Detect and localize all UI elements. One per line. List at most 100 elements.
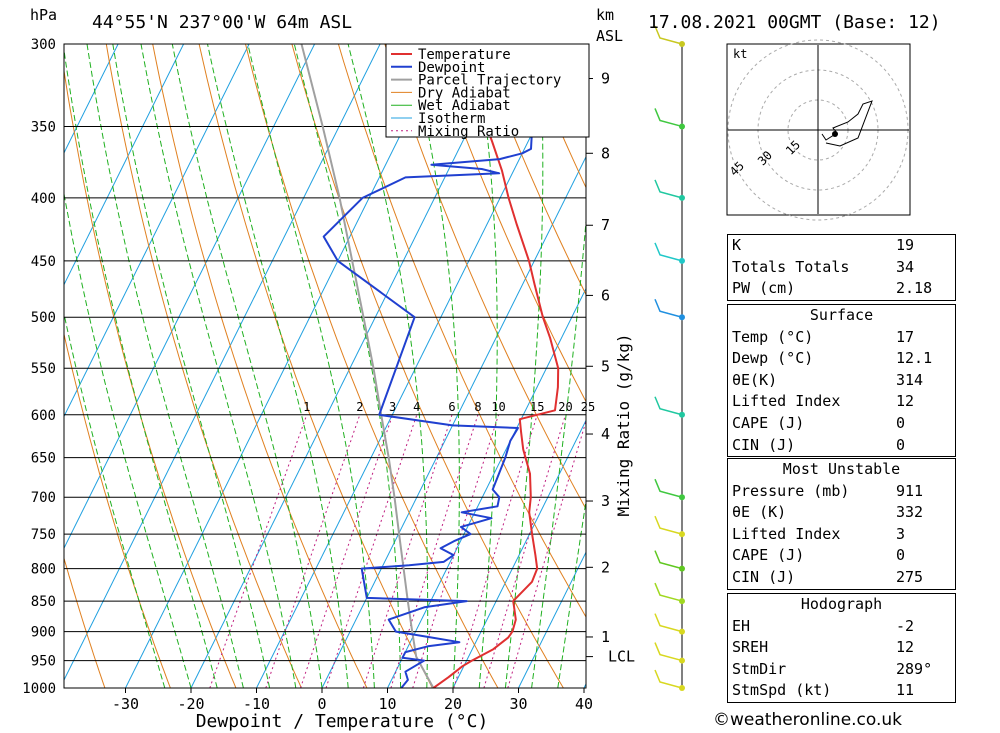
km-tick-label: 1 xyxy=(601,628,610,646)
surface-title: Surface xyxy=(809,306,874,324)
wind-barb xyxy=(654,515,683,535)
isotherm-line xyxy=(518,551,586,688)
mixing-ratio-labels: 1 2 3 4 6 8 10 15 20 25 xyxy=(303,400,595,414)
km-tick-label: 7 xyxy=(601,216,610,234)
legend-label: Dry Adiabat xyxy=(418,85,511,101)
row-value: 11 xyxy=(896,681,915,700)
km-axis-ticks: 1 2 3 4 5 6 7 8 9 LCL xyxy=(586,70,635,666)
x-tick-label: 0 xyxy=(317,695,326,713)
legend-label: Parcel Trajectory xyxy=(418,73,561,89)
sounding-series xyxy=(300,44,560,688)
row-label: CAPE (J) xyxy=(732,546,805,565)
km-tick-label: 5 xyxy=(601,357,610,375)
plot-frame xyxy=(63,43,587,689)
pressure-tick-label: 300 xyxy=(31,37,56,53)
wind-barb xyxy=(654,298,683,318)
km-tick-label: 6 xyxy=(601,286,610,304)
most-unstable-table: Most Unstable Pressure (mb) 911 θE (K) 332 L… xyxy=(727,458,956,590)
pressure-tick-label: 850 xyxy=(31,594,56,610)
wind-barb-dot xyxy=(679,411,685,418)
x-axis-ticks: -30 -20 -10 0 10 20 30 40 xyxy=(112,688,593,713)
pressure-tick-label: 400 xyxy=(31,191,56,207)
wind-barb-dot xyxy=(679,41,685,47)
wind-barb xyxy=(654,25,683,45)
row-value: 19 xyxy=(896,236,915,254)
wet-adiabat-line xyxy=(474,44,498,688)
wind-barb xyxy=(654,550,683,570)
wind-barbs xyxy=(654,25,685,691)
isotherm-line xyxy=(452,419,586,688)
row-label: Totals Totals xyxy=(732,257,850,276)
wet-adiabat-line xyxy=(64,191,192,688)
row-label: CIN (J) xyxy=(732,567,796,586)
legend-label: Dewpoint xyxy=(418,60,485,76)
wet-adiabat-line xyxy=(207,44,349,688)
isobars xyxy=(64,43,586,689)
wind-barb-dot xyxy=(679,494,685,501)
row-value: 12 xyxy=(896,392,915,411)
wind-barb-dot xyxy=(679,565,685,572)
wet-adiabat-line xyxy=(64,46,218,688)
wind-barb xyxy=(654,669,683,689)
wet-adiabat-line xyxy=(557,497,586,688)
row-value: 12 xyxy=(896,638,915,657)
mixing-ratio-line xyxy=(300,414,394,688)
wet-adiabat-line xyxy=(531,216,586,688)
row-label: K xyxy=(732,236,742,254)
row-label: θE(K) xyxy=(732,370,778,389)
mixing-ratio-line xyxy=(483,414,566,688)
km-tick-label: 3 xyxy=(601,492,610,510)
row-value: 332 xyxy=(896,503,924,522)
hodograph-table: Hodograph EH -2 SREH 12 StmDir 289° StmSpd (kt… xyxy=(727,593,956,703)
row-value: 289° xyxy=(896,659,933,678)
wind-barb xyxy=(654,478,683,498)
mixing-ratio-value: 20 xyxy=(558,400,572,414)
row-label: EH xyxy=(732,616,751,635)
row-value: 34 xyxy=(896,257,915,276)
lcl-label: LCL xyxy=(608,648,635,666)
pressure-axis-ticks: 300 350 400 450 500 550 600 650 700 750 800 850 900 9… xyxy=(22,37,56,697)
wet-adiabat-line xyxy=(293,44,402,688)
wind-barb-dot xyxy=(679,598,685,605)
wind-barb xyxy=(654,613,683,633)
isotherm-line xyxy=(64,44,316,550)
table-row: K 19 xyxy=(728,235,955,257)
pressure-tick-label: 1000 xyxy=(22,681,56,697)
mixing-ratio-value: 1 xyxy=(303,400,310,414)
dry-adiabat-line xyxy=(988,44,1000,688)
km-tick-label: 8 xyxy=(601,144,610,162)
isotherm-line xyxy=(64,44,381,682)
legend-label: Temperature xyxy=(418,47,511,63)
row-label: StmSpd (kt) xyxy=(732,681,832,700)
copyright-link[interactable]: ©weatheronline.co.uk xyxy=(713,710,903,730)
series-line-temperature xyxy=(432,44,560,688)
km-tick-label: 4 xyxy=(601,425,610,443)
wind-barb-dot xyxy=(679,194,685,201)
mixing-ratio-line xyxy=(209,414,308,688)
row-value: 0 xyxy=(896,413,906,432)
pressure-tick-label: 950 xyxy=(31,654,56,670)
isotherm-line xyxy=(256,44,578,688)
isotherm-line xyxy=(387,287,586,688)
table-row: θE(K) 314 xyxy=(728,370,955,392)
table-row: Temp (°C) 17 xyxy=(728,327,955,349)
row-value: 12.1 xyxy=(896,349,933,368)
wind-barb xyxy=(654,179,683,199)
row-label: Lifted Index xyxy=(732,392,841,411)
row-label: θE (K) xyxy=(732,503,787,522)
dry-adiabat-line xyxy=(337,44,586,618)
isotherm-line xyxy=(125,44,447,688)
wind-barb-dot xyxy=(679,531,685,538)
row-value: 2.18 xyxy=(896,279,933,298)
hpa-unit-label: hPa xyxy=(30,6,57,24)
stability-indices-table: K 19 Totals Totals 34 PW (cm) 2.18 xyxy=(727,234,956,301)
x-tick-label: -30 xyxy=(112,695,139,713)
dry-adiabat-line xyxy=(477,44,586,296)
isotherm-line xyxy=(321,155,586,688)
asl-unit-label: ASL xyxy=(596,27,623,45)
wet-adiabat-line xyxy=(347,44,429,688)
row-value: 17 xyxy=(896,327,915,346)
row-value: 911 xyxy=(896,481,924,500)
wind-barb xyxy=(654,582,683,602)
